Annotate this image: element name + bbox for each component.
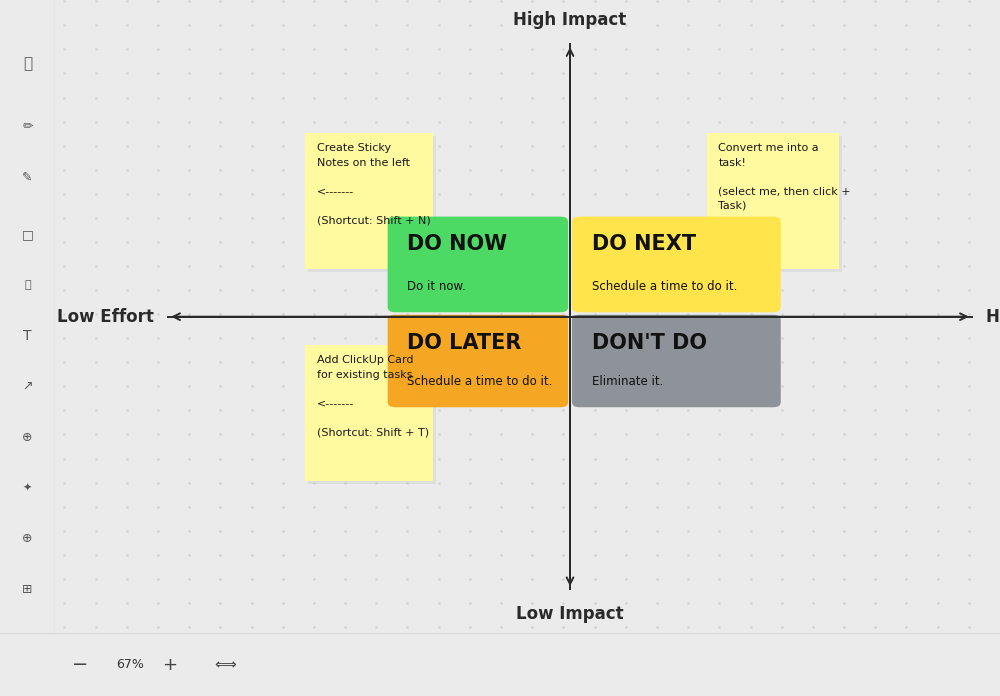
Text: DO LATER: DO LATER <box>407 333 522 352</box>
Text: Convert me into a
task!

(select me, then click +
Task): Convert me into a task! (select me, then… <box>718 143 851 211</box>
Text: 🏷: 🏷 <box>24 280 31 290</box>
Text: ↗: ↗ <box>22 380 33 393</box>
Text: ✋: ✋ <box>23 56 32 71</box>
FancyBboxPatch shape <box>308 348 436 484</box>
Text: High Impact: High Impact <box>513 10 627 29</box>
Text: ⊕: ⊕ <box>22 431 33 443</box>
Text: Schedule a time to do it.: Schedule a time to do it. <box>592 280 737 293</box>
Text: Schedule a time to do it.: Schedule a time to do it. <box>407 375 553 388</box>
Text: Create Sticky
Notes on the left

<-------

(Shortcut: Shift + N): Create Sticky Notes on the left <-------… <box>317 143 431 225</box>
Text: Do it now.: Do it now. <box>407 280 466 293</box>
Text: +: + <box>162 656 178 674</box>
Text: □: □ <box>22 228 33 241</box>
FancyBboxPatch shape <box>572 216 781 313</box>
FancyBboxPatch shape <box>572 315 781 407</box>
FancyBboxPatch shape <box>388 315 568 407</box>
FancyBboxPatch shape <box>308 136 436 271</box>
FancyBboxPatch shape <box>305 133 433 269</box>
FancyBboxPatch shape <box>710 136 842 271</box>
Text: DO NEXT: DO NEXT <box>592 235 696 254</box>
Text: 67%: 67% <box>116 658 144 671</box>
Text: ✎: ✎ <box>22 171 33 184</box>
FancyBboxPatch shape <box>388 216 568 313</box>
FancyBboxPatch shape <box>707 133 839 269</box>
Text: T: T <box>23 329 32 342</box>
Text: ⟺: ⟺ <box>214 657 236 672</box>
Text: −: − <box>72 655 88 674</box>
Text: Low Impact: Low Impact <box>516 605 624 623</box>
Text: DON'T DO: DON'T DO <box>592 333 707 352</box>
Text: DO NOW: DO NOW <box>407 235 508 254</box>
Text: ✏: ✏ <box>22 120 33 133</box>
Text: Low Effort: Low Effort <box>57 308 154 326</box>
FancyBboxPatch shape <box>305 345 433 482</box>
Text: Add ClickUp Card
for existing tasks

<-------

(Shortcut: Shift + T): Add ClickUp Card for existing tasks <---… <box>317 356 429 437</box>
Text: Eliminate it.: Eliminate it. <box>592 375 663 388</box>
Text: ⊕: ⊕ <box>22 532 33 545</box>
Text: High Effort: High Effort <box>986 308 1000 326</box>
Text: ⊞: ⊞ <box>22 583 33 596</box>
Text: ✦: ✦ <box>23 483 32 493</box>
